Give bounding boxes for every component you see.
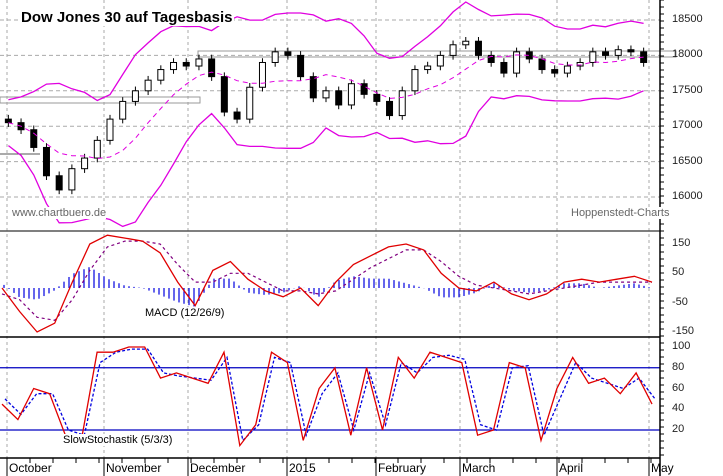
price-ytick: 17500 [672, 83, 703, 96]
watermark-left: www.chartbuero.de [12, 207, 107, 219]
stoch-ytick: 80 [672, 360, 685, 373]
xaxis-month-label: May [651, 461, 674, 475]
stoch-ytick: 40 [672, 402, 685, 415]
stoch-ytick: 20 [672, 423, 685, 435]
macd-ytick: -50 [672, 295, 688, 308]
price-ytick: 18000 [672, 48, 703, 61]
price-ytick: 16500 [672, 154, 703, 167]
price-ytick: 17000 [672, 119, 703, 132]
price-ytick: 18500 [672, 13, 703, 25]
macd-ytick: 50 [672, 266, 685, 279]
chart-title: Dow Jones 30 auf Tagesbasis [19, 9, 235, 26]
macd-ytick: 150 [672, 237, 691, 249]
xaxis-month-label: February [378, 461, 427, 475]
xaxis-month-label: March [462, 461, 496, 475]
macd-label: MACD (12/26/9) [144, 307, 226, 319]
stoch-ytick: 100 [672, 340, 691, 352]
watermark-right: Hoppenstedt-Charts [571, 207, 670, 219]
stochastic-label: SlowStochastik (5/3/3) [62, 434, 174, 446]
stoch-ytick: 60 [672, 381, 685, 394]
macd-ytick: -150 [672, 325, 695, 337]
xaxis-month-label: December [190, 461, 246, 475]
xaxis-month-label: 2015 [289, 461, 316, 475]
price-ytick: 16000 [672, 190, 703, 202]
xaxis-month-label: April [559, 461, 584, 475]
xaxis-month-label: October [9, 461, 52, 475]
xaxis-month-label: November [106, 461, 162, 475]
